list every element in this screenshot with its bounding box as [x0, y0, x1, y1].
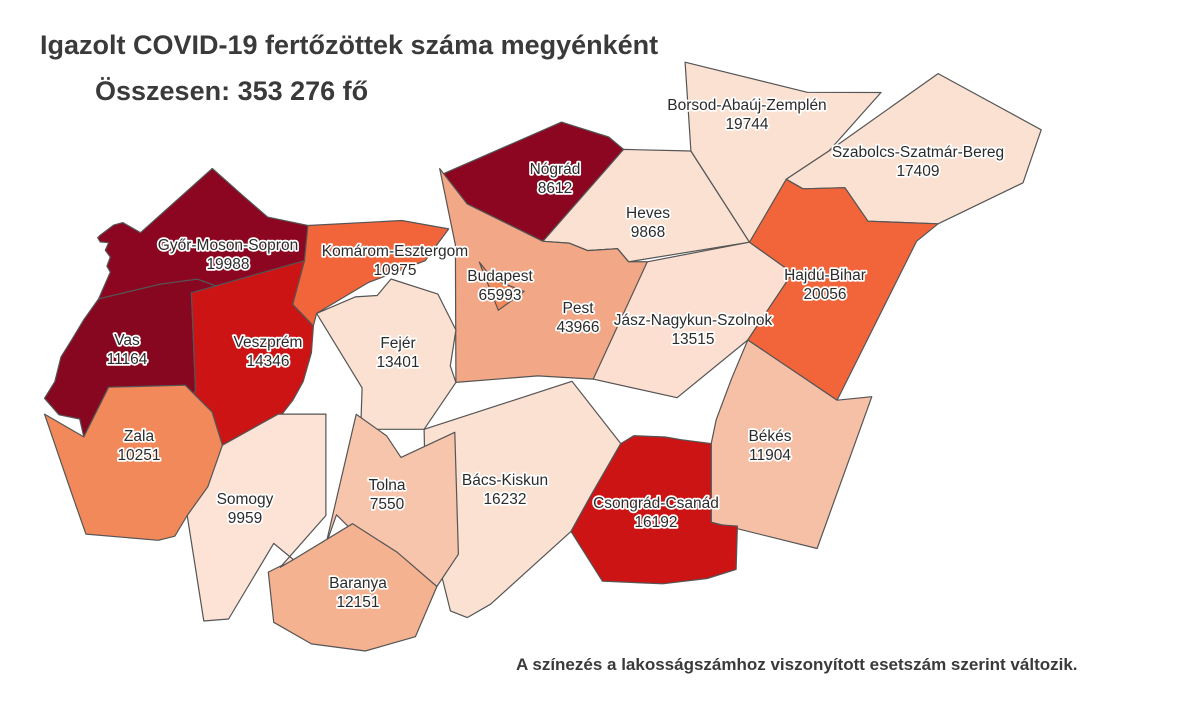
- svg-text:Bács-Kiskun: Bács-Kiskun: [462, 472, 548, 489]
- svg-text:10975: 10975: [373, 262, 416, 279]
- svg-text:Hajdú-Bihar: Hajdú-Bihar: [784, 267, 866, 284]
- svg-text:Komárom-Esztergom: Komárom-Esztergom: [322, 243, 468, 260]
- svg-text:14346: 14346: [246, 353, 289, 370]
- svg-text:Szabolcs-Szatmár-Bereg: Szabolcs-Szatmár-Bereg: [832, 144, 1004, 161]
- svg-text:Csongrád-Csanád: Csongrád-Csanád: [593, 495, 719, 512]
- svg-text:11164: 11164: [107, 351, 148, 368]
- svg-text:19744: 19744: [725, 116, 768, 133]
- svg-text:Jász-Nagykun-Szolnok: Jász-Nagykun-Szolnok: [614, 312, 773, 329]
- svg-text:Pest: Pest: [562, 300, 594, 317]
- svg-text:Győr-Moson-Sopron: Győr-Moson-Sopron: [158, 237, 298, 254]
- svg-text:Budapest: Budapest: [467, 268, 533, 285]
- svg-text:Baranya: Baranya: [329, 575, 387, 592]
- svg-text:10251: 10251: [117, 447, 160, 464]
- svg-text:9868: 9868: [631, 224, 665, 241]
- svg-text:19988: 19988: [206, 256, 249, 273]
- svg-text:43966: 43966: [556, 319, 599, 336]
- svg-text:16192: 16192: [634, 514, 677, 531]
- svg-text:13401: 13401: [376, 354, 419, 371]
- svg-text:Fejér: Fejér: [380, 335, 415, 352]
- svg-text:Vas: Vas: [114, 332, 140, 349]
- svg-text:11904: 11904: [749, 447, 791, 464]
- svg-text:Heves: Heves: [626, 205, 670, 222]
- svg-text:9959: 9959: [228, 510, 262, 527]
- svg-text:Somogy: Somogy: [217, 491, 274, 508]
- svg-text:Békés: Békés: [748, 428, 791, 445]
- svg-text:17409: 17409: [896, 163, 939, 180]
- svg-text:8612: 8612: [538, 180, 572, 197]
- svg-text:Veszprém: Veszprém: [234, 334, 303, 351]
- svg-text:16232: 16232: [483, 491, 526, 508]
- svg-text:Zala: Zala: [124, 428, 155, 445]
- svg-text:Tolna: Tolna: [368, 477, 405, 494]
- svg-text:7550: 7550: [370, 496, 405, 513]
- svg-text:13515: 13515: [671, 331, 714, 348]
- svg-text:12151: 12151: [336, 594, 379, 611]
- svg-text:Borsod-Abaúj-Zemplén: Borsod-Abaúj-Zemplén: [667, 97, 826, 114]
- svg-text:Nógrád: Nógrád: [530, 161, 581, 178]
- svg-text:20056: 20056: [803, 286, 846, 303]
- svg-text:65993: 65993: [478, 287, 521, 304]
